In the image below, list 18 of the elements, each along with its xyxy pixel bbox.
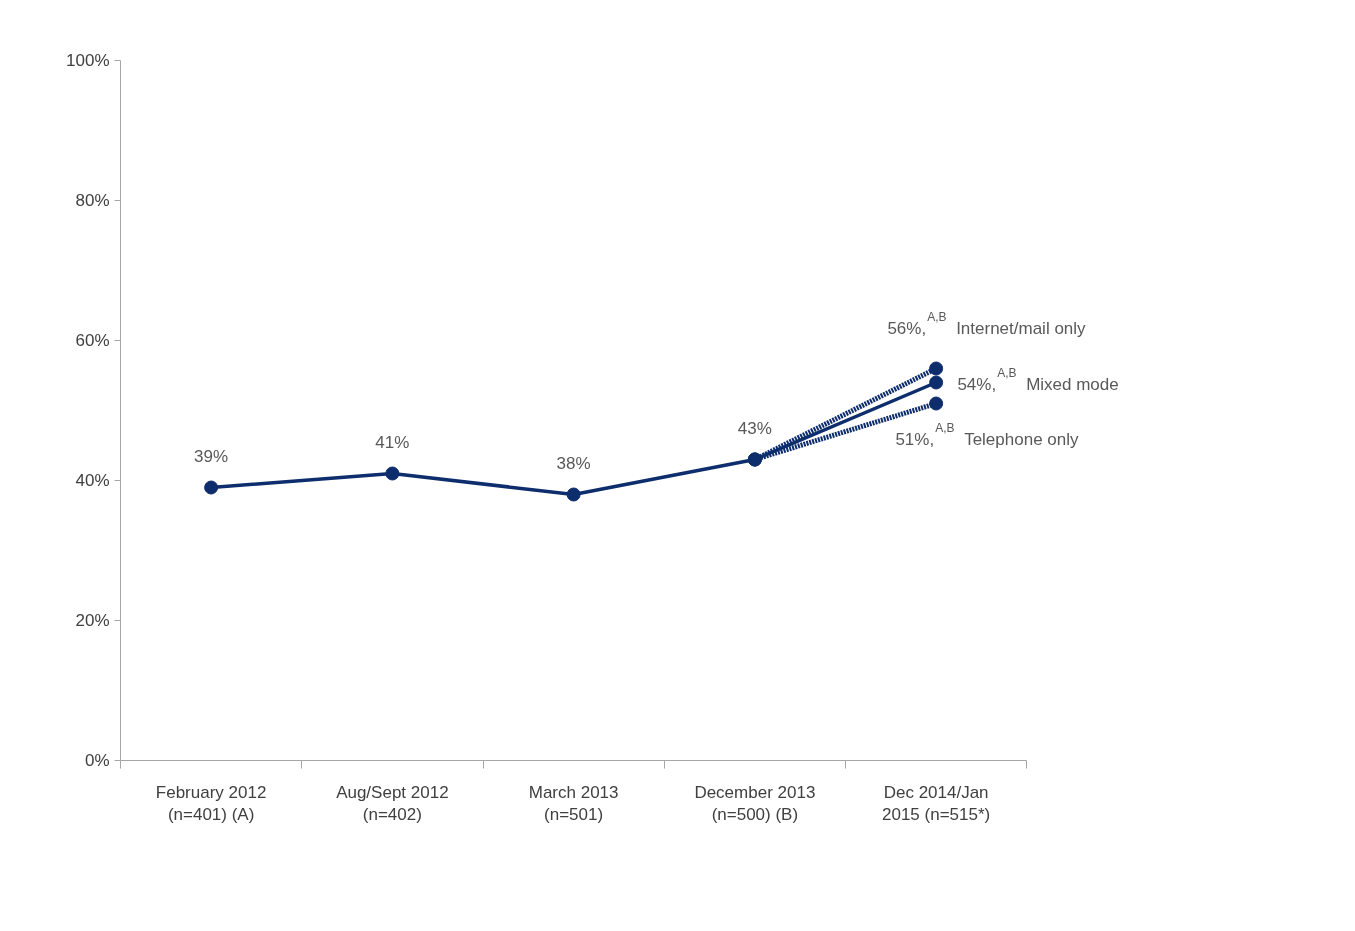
y-tick-label: 80%: [75, 191, 110, 210]
data-label: 38%: [556, 453, 591, 473]
y-tick-label: 40%: [75, 471, 110, 490]
y-tick-label: 20%: [75, 611, 110, 630]
y-tick-label: 100%: [66, 51, 110, 70]
data-label: 41%: [375, 432, 410, 452]
x-tick-label: December 2013 (n=500) (B): [694, 782, 816, 825]
x-tick-label: Dec 2014/Jan 2015 (n=515*): [882, 782, 991, 825]
data-label: 39%: [194, 446, 229, 466]
x-tick-label: Aug/Sept 2012 (n=402): [336, 782, 449, 825]
series-label: Telephone only: [964, 430, 1079, 449]
x-tick-label: February 2012 (n=401) (A): [155, 782, 267, 825]
y-tick-label: 0%: [84, 751, 110, 770]
x-tick-label: March 2013 (n=501): [528, 782, 619, 825]
data-label: 43%: [737, 418, 772, 438]
series-label: Internet/mail only: [956, 319, 1087, 338]
text: Mixed mode: [1026, 375, 1119, 394]
y-tick-label: 60%: [75, 331, 110, 350]
